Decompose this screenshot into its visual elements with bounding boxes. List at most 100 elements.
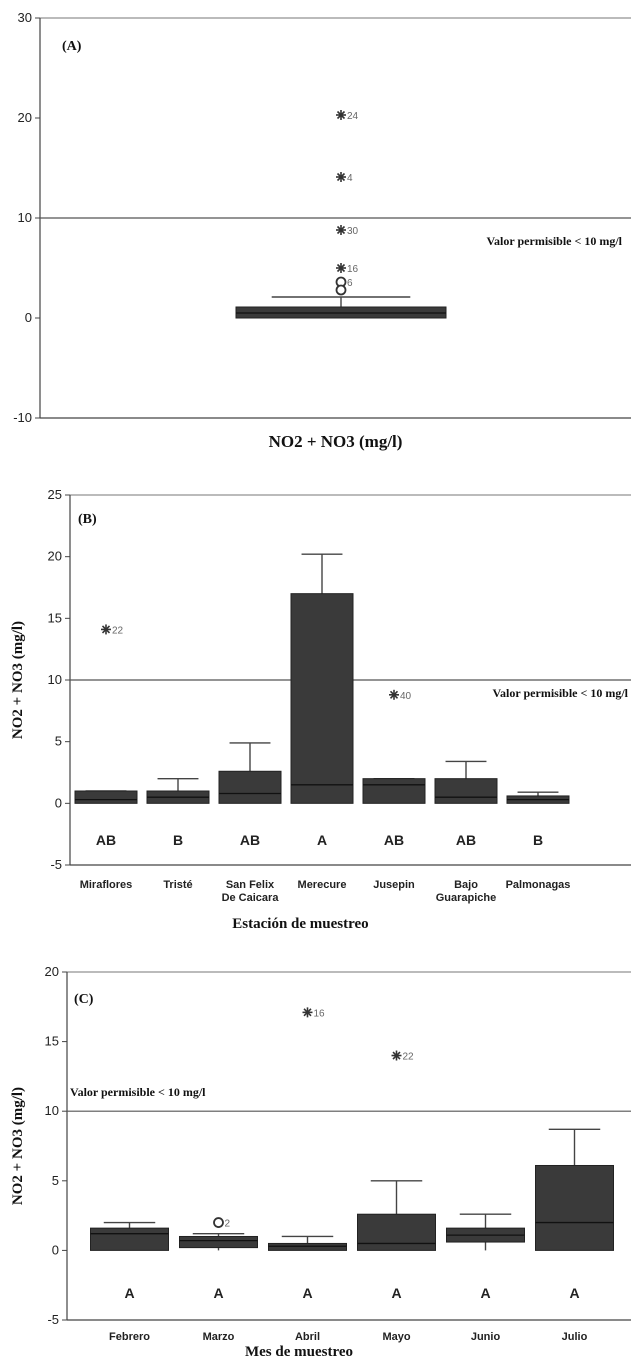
outlier-label: 16 (314, 1008, 326, 1019)
group-letter: A (391, 1285, 401, 1301)
outlier-label: 16 (347, 264, 359, 275)
x-axis-title: Mes de muestreo (245, 1344, 353, 1360)
category-label: Mayo (382, 1331, 410, 1343)
category-label: De Caicara (222, 892, 280, 904)
outlier-label: 22 (112, 625, 124, 636)
outlier-star (336, 225, 346, 235)
category-label: Palmonagas (506, 879, 571, 891)
panel-label: (B) (78, 512, 97, 527)
box-rect (362, 778, 426, 804)
group-letter: B (173, 832, 183, 848)
outlier-star-stroke (336, 172, 346, 182)
y-tick-label: 25 (48, 487, 62, 502)
group-letter: AB (456, 832, 476, 848)
box-rect (90, 1227, 169, 1251)
y-tick-label: 15 (48, 610, 62, 625)
group-letter: AB (384, 832, 404, 848)
outlier-star (391, 1050, 402, 1061)
outlier-label: 4 (347, 173, 353, 184)
box-julio: A Julio (535, 1128, 614, 1343)
group-letter: A (317, 832, 327, 848)
outlier-circle (213, 1217, 224, 1228)
box-rect (535, 1164, 614, 1251)
category-label: Febrero (109, 1331, 150, 1343)
box-all: 24 4 30 16 6 (235, 110, 447, 319)
y-tick-label: -5 (50, 857, 62, 872)
outlier-label: 22 (403, 1052, 415, 1063)
outlier-star (336, 172, 346, 182)
y-tick-label: 5 (55, 734, 62, 749)
y-tick-label: 20 (45, 964, 59, 979)
group-letter: A (480, 1285, 490, 1301)
outlier-star-stroke (303, 1008, 312, 1017)
y-tick-label: -10 (13, 410, 32, 425)
outlier-star-stroke (336, 263, 346, 273)
category-label: Junio (471, 1331, 501, 1343)
category-label: Miraflores (80, 879, 133, 891)
outlier-star (336, 110, 346, 120)
outlier-star-stroke (101, 625, 111, 634)
box-abril: 16 A Abril (268, 1007, 347, 1343)
outlier-star-stroke (336, 225, 346, 235)
outlier-label: 6 (347, 278, 353, 289)
outlier-label: 2 (225, 1219, 231, 1230)
x-axis-title: NO2 + NO3 (mg/l) (269, 432, 403, 451)
box-jusepin: 40 AB Jusepin (362, 689, 426, 891)
box-rect (179, 1235, 258, 1249)
group-letter: A (213, 1285, 223, 1301)
group-letter: AB (96, 832, 116, 848)
panel-label: (A) (62, 39, 82, 54)
group-letter: A (124, 1285, 134, 1301)
category-label: Marzo (203, 1331, 235, 1343)
panel-2: -5 0 5 10 15 20 25 Valor permisible < 10 mg/l (B… (10, 487, 631, 932)
outlier-star (389, 689, 399, 700)
category-label: Abril (295, 1331, 320, 1343)
y-tick-label: 10 (45, 1103, 59, 1118)
outlier-star (302, 1007, 313, 1018)
box-rect (434, 778, 498, 804)
panel-label: (C) (74, 992, 94, 1007)
category-label: Bajo (454, 879, 478, 891)
group-letter: A (569, 1285, 579, 1301)
outlier-star-stroke (392, 1051, 401, 1060)
outlier-circle (335, 284, 347, 296)
category-label: San Felix (226, 879, 275, 891)
box-rect (290, 593, 354, 804)
y-tick-label: 30 (18, 10, 32, 25)
y-tick-label: 15 (45, 1034, 59, 1049)
category-label: Guarapiche (436, 892, 497, 904)
box-miraflores: 22 AB Miraflores (74, 624, 138, 891)
x-axis-title: Estación de muestreo (232, 916, 368, 932)
box-marzo: 2 A Marzo (179, 1217, 258, 1343)
y-axis-title: NO2 + NO3 (mg/l) (10, 1087, 26, 1205)
threshold-label: Valor permisible < 10 mg/l (70, 1085, 206, 1099)
box-merecure: A Merecure (290, 553, 354, 891)
category-label: Tristé (163, 879, 192, 891)
box-tristé: B Tristé (146, 777, 210, 891)
outlier-star (101, 624, 111, 635)
box-junio: A Junio (446, 1213, 525, 1343)
threshold-label: Valor permisible < 10 mg/l (486, 234, 622, 248)
y-tick-label: 20 (48, 549, 62, 564)
outlier-star-stroke (336, 110, 346, 120)
category-label: Julio (562, 1331, 588, 1343)
threshold-label: Valor permisible < 10 mg/l (492, 686, 628, 700)
outlier-label: 40 (400, 691, 412, 702)
y-tick-label: 0 (52, 1242, 59, 1257)
y-tick-label: 10 (18, 210, 32, 225)
y-tick-label: 0 (55, 795, 62, 810)
box-rect (268, 1242, 347, 1251)
panel-1: -10 0 10 20 30 Valor permisible < 10 mg/l (A) 2… (13, 10, 631, 451)
outlier-star-stroke (389, 690, 399, 699)
group-letter: AB (240, 832, 260, 848)
category-label: Merecure (298, 879, 347, 891)
box-rect (218, 770, 282, 804)
category-label: Jusepin (373, 879, 415, 891)
box-palmonagas: B Palmonagas (506, 791, 571, 891)
box-febrero: A Febrero (90, 1221, 169, 1343)
box-rect (74, 790, 138, 804)
y-tick-label: 20 (18, 110, 32, 125)
